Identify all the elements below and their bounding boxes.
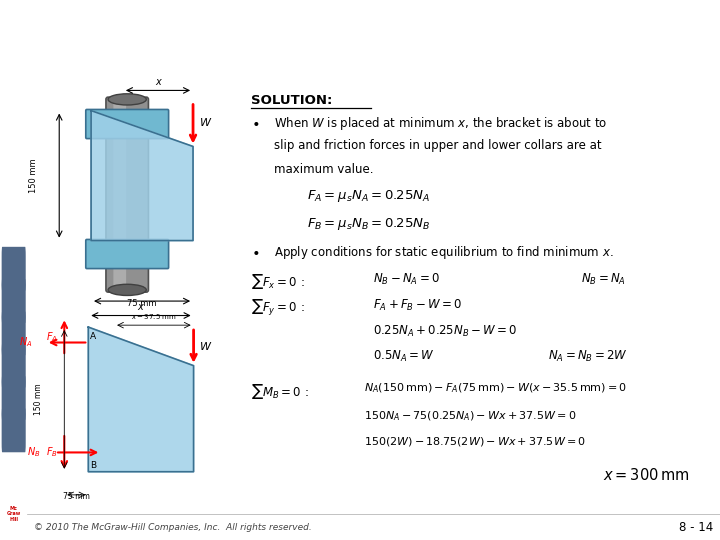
Text: $0.25N_A + 0.25N_B - W = 0$: $0.25N_A + 0.25N_B - W = 0$ [373,323,518,339]
Text: $F_A + F_B - W = 0$: $F_A + F_B - W = 0$ [373,298,462,313]
Text: © 2010 The McGraw-Hill Companies, Inc.  All rights reserved.: © 2010 The McGraw-Hill Companies, Inc. A… [35,523,312,532]
Text: $F_B = \mu_s N_B = 0.25N_B$: $F_B = \mu_s N_B = 0.25N_B$ [307,216,431,232]
Text: Apply conditions for static equilibrium to find minimum $x$.: Apply conditions for static equilibrium … [274,244,614,261]
FancyBboxPatch shape [1,376,26,420]
Text: 75 mm: 75 mm [63,491,90,501]
Text: $x = 300\,\mathrm{mm}$: $x = 300\,\mathrm{mm}$ [603,467,689,483]
FancyBboxPatch shape [1,344,26,388]
Text: $N_A(150\,\mathrm{mm})-F_A(75\,\mathrm{mm})-W(x-35.5\,\mathrm{mm})=0$: $N_A(150\,\mathrm{mm})-F_A(75\,\mathrm{m… [364,381,627,395]
Text: $150N_A - 75(0.25N_A) - Wx + 37.5W = 0$: $150N_A - 75(0.25N_A) - Wx + 37.5W = 0$ [364,409,576,423]
Text: $\sum F_y = 0\,:$: $\sum F_y = 0\,:$ [251,298,305,318]
Text: $x$: $x$ [137,302,145,312]
Text: $x$: $x$ [155,77,163,87]
Text: $150(2W) - 18.75(2W) - Wx + 37.5W = 0$: $150(2W) - 18.75(2W) - Wx + 37.5W = 0$ [364,435,586,448]
Text: Vector Mechanics for Engineers: Statics: Vector Mechanics for Engineers: Statics [94,11,655,35]
Text: $F_B$: $F_B$ [46,446,58,460]
Text: $W$: $W$ [199,340,212,353]
Text: $\sum F_x = 0\,:$: $\sum F_x = 0\,:$ [251,272,305,291]
Text: $W$: $W$ [199,116,212,128]
Text: Ninth
Edition: Ninth Edition [0,15,21,26]
FancyBboxPatch shape [1,247,26,291]
Text: Mc
Graw
Hill: Mc Graw Hill [6,506,21,522]
FancyBboxPatch shape [86,110,168,139]
Text: 150 mm: 150 mm [34,383,43,415]
Text: $\bullet$: $\bullet$ [251,116,259,130]
Text: $x - 37.5$ mm: $x - 37.5$ mm [131,312,177,321]
Text: SOLUTION:: SOLUTION: [251,94,332,107]
Text: 75 mm: 75 mm [127,299,157,308]
Text: $F_A$: $F_A$ [46,330,58,343]
FancyBboxPatch shape [1,408,26,453]
Ellipse shape [108,284,146,295]
Ellipse shape [108,94,146,105]
Polygon shape [89,327,194,472]
Text: When $W$ is placed at minimum $x$, the bracket is about to: When $W$ is placed at minimum $x$, the b… [274,116,608,132]
Text: 150 mm: 150 mm [30,158,38,193]
Text: $N_A = N_B = 2W$: $N_A = N_B = 2W$ [548,349,628,364]
Text: $N_B$: $N_B$ [27,446,40,460]
Text: maximum value.: maximum value. [274,163,374,176]
Text: $\bullet$: $\bullet$ [251,244,259,258]
Text: A: A [90,332,96,341]
Bar [0,503,27,540]
FancyBboxPatch shape [113,100,126,289]
FancyBboxPatch shape [106,97,148,292]
Text: $N_B - N_A = 0$: $N_B - N_A = 0$ [373,272,440,287]
FancyBboxPatch shape [1,279,26,323]
Text: Sample Problem 8.3: Sample Problem 8.3 [20,55,217,73]
Text: B: B [90,462,96,470]
Text: $N_A$: $N_A$ [19,336,33,349]
Text: $\sum M_B = 0\,:$: $\sum M_B = 0\,:$ [251,381,309,401]
Text: $N_B = N_A$: $N_B = N_A$ [581,272,626,287]
Polygon shape [91,111,193,241]
FancyBboxPatch shape [1,312,26,355]
Text: $F_A = \mu_s N_A = 0.25N_A$: $F_A = \mu_s N_A = 0.25N_A$ [307,188,431,204]
Text: 8 - 14: 8 - 14 [679,521,713,535]
Text: $0.5N_A = W$: $0.5N_A = W$ [373,349,435,364]
FancyBboxPatch shape [86,239,168,268]
Text: slip and friction forces in upper and lower collars are at: slip and friction forces in upper and lo… [274,139,602,152]
